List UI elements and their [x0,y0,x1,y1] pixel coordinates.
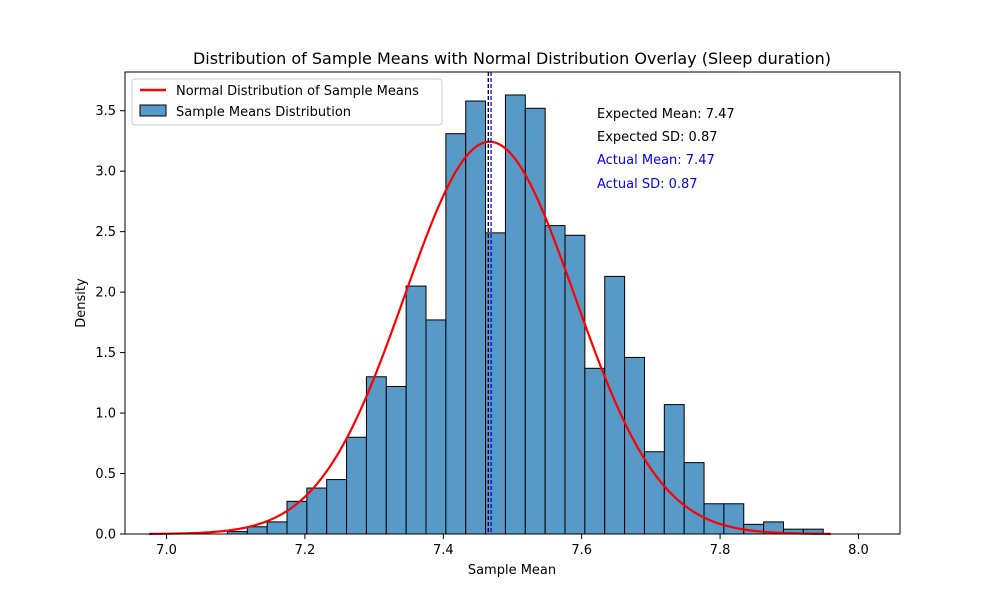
x-tick-label: 7.8 [710,543,731,558]
histogram-bar [346,436,367,535]
legend-bar-swatch [139,104,167,117]
x-tick-label: 7.2 [295,543,316,558]
normal-curve-layer [149,140,831,535]
histogram-bar [405,285,427,535]
y-tick-label: 0.0 [95,528,116,543]
x-tick-label: 7.0 [156,543,177,558]
annotation-actual-sd: Actual SD: 0.87 [597,177,698,192]
annotation-expected-sd: Expected SD: 0.87 [597,130,718,145]
x-axis-ticks: 7.0 7.2 7.4 7.6 7.8 8.0 [156,534,869,558]
histogram-bar [425,319,447,535]
y-tick-label: 3.5 [95,104,116,119]
mean-lines [487,72,492,534]
stats-annotations: Expected Mean: 7.47 Expected SD: 0.87 Ac… [597,107,735,192]
y-axis-label: Density [74,278,89,328]
histogram-bar [286,500,308,535]
y-tick-label: 1.5 [95,346,116,361]
histogram-bar [365,376,387,535]
x-axis-label: Sample Mean [468,563,556,578]
legend-label-normal: Normal Distribution of Sample Means [176,84,419,99]
histogram-bar [683,462,705,535]
annotation-actual-mean: Actual Mean: 7.47 [597,153,715,168]
annotation-expected-mean: Expected Mean: 7.47 [597,107,735,122]
histogram-bar [624,356,645,535]
normal-curve-line [149,140,831,535]
histogram-bar [604,275,626,535]
histogram-bar [246,526,268,535]
histogram-bar [465,100,487,535]
plot-frame [124,71,901,535]
y-tick-label: 2.0 [95,286,116,301]
histogram-bar [266,521,288,535]
histogram-bar [544,225,566,535]
histogram-bar [445,133,467,535]
y-tick-label: 3.0 [95,165,116,180]
y-tick-label: 0.5 [95,467,116,482]
y-axis-ticks: 0.0 0.5 1.0 1.5 2.0 2.5 3.0 3.5 [95,104,125,543]
y-tick-label: 1.0 [95,407,116,422]
legend-label-histogram: Sample Means Distribution [176,105,351,120]
histogram-bar [524,107,546,535]
x-tick-label: 7.4 [433,543,454,558]
chart-title: Distribution of Sample Means with Normal… [193,49,831,68]
histogram-bar [584,367,606,535]
histogram-bars [226,94,824,535]
histogram-bar [306,487,328,535]
histogram-bar [385,385,407,535]
x-tick-label: 7.6 [571,543,592,558]
y-tick-label: 2.5 [95,225,116,240]
legend: Normal Distribution of Sample Means Samp… [131,78,443,126]
x-tick-label: 8.0 [848,543,869,558]
histogram-bar [663,404,685,535]
histogram-bar [326,479,348,535]
legend-box [131,78,443,126]
